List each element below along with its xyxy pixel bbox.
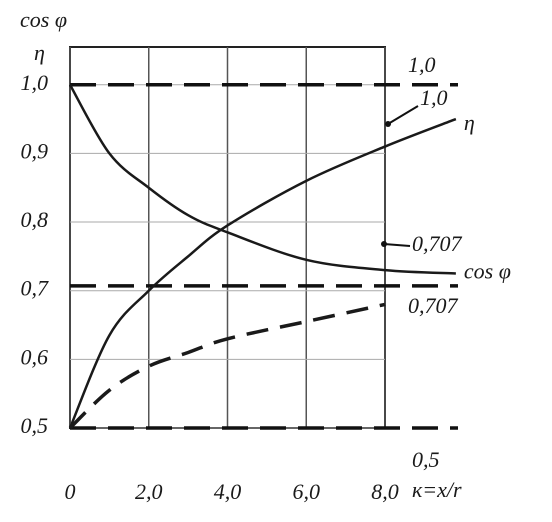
x-axis-label: к=x/r [412,477,462,502]
y-axis-label: cos φ [20,7,67,32]
x-tick-label: 2,0 [135,479,163,504]
y-tick-label: 1,0 [21,70,49,95]
y-tick-label: 0,5 [21,413,49,438]
y-tick-label: 0,9 [21,138,49,163]
x-tick-label: 4,0 [214,479,242,504]
x-tick-label: 6,0 [293,479,321,504]
y-tick-label: 0,8 [21,207,49,232]
x-tick-label: 8,0 [371,479,399,504]
series-label: cos φ [464,259,511,284]
series-line [68,117,457,429]
arrow-head [385,121,391,127]
y-axis-label: η [34,40,45,65]
reference-label: 1,0 [408,52,436,77]
annotation-arrow [387,105,419,125]
annotation: 1,0 [420,85,448,110]
annotation: 0,707 [412,231,463,256]
annotation-arrow [383,243,411,247]
y-tick-label: 0,6 [21,344,49,369]
reference-label: 0,5 [412,447,440,472]
arrow-head [381,241,387,247]
series-line [68,302,386,430]
reference-label: 0,707 [408,293,459,318]
series-line [68,84,456,275]
series-label: η [464,110,475,135]
y-tick-label: 0,7 [21,276,50,301]
x-tick-label: 0 [65,479,76,504]
